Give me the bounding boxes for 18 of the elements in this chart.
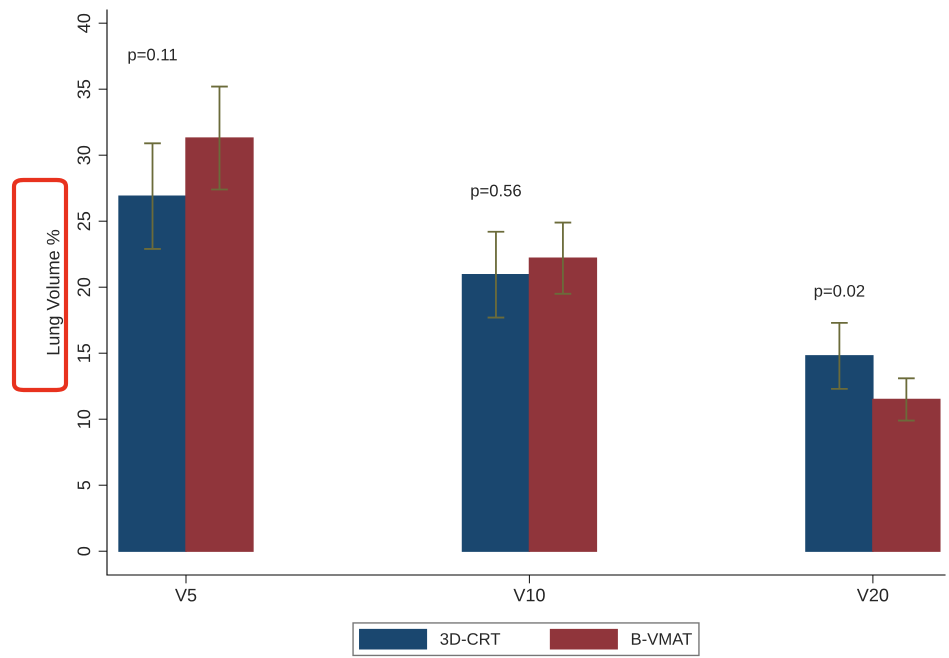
legend-label: B-VMAT (632, 633, 692, 645)
x-tick-label: V20 (856, 588, 888, 602)
annotation: p=0.11 (128, 48, 177, 64)
y-tick-label: 15 (78, 344, 90, 362)
y-tick-label: 40 (77, 14, 90, 33)
x-tick-label: V10 (513, 588, 545, 602)
y-tick-label: 35 (77, 80, 90, 99)
y-tick-label: 0 (77, 546, 90, 556)
y-tick-label: 10 (77, 410, 90, 428)
y-tick-label: 20 (77, 278, 90, 296)
y-tick-label: 25 (77, 212, 90, 230)
y-tick-label: 30 (77, 146, 90, 165)
annotation: p=0.56 (471, 184, 521, 200)
annotation: p=0.02 (814, 284, 864, 300)
y-tick-label: 5 (78, 480, 90, 490)
legend-label: 3D-CRT (440, 633, 500, 645)
x-tick-label: V5 (175, 588, 196, 602)
y-axis-title: Lung Volume % (46, 230, 64, 354)
